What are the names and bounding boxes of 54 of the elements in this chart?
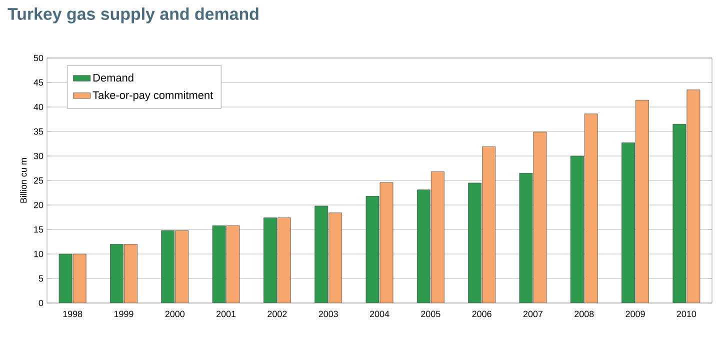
x-tick-label: 2000 [165,310,185,318]
y-tick-label: 50 [34,54,44,62]
x-tick-label: 1998 [63,310,82,318]
bar [110,244,124,303]
bar [672,124,686,303]
bar [533,132,547,303]
bar [380,182,394,303]
bar [161,230,175,303]
y-tick-label: 25 [34,177,44,184]
x-tick-label: 1999 [114,310,134,318]
bar [430,171,444,303]
y-tick-label: 20 [34,202,44,208]
bar [328,212,342,303]
y-tick-label: 35 [34,128,44,135]
bar [686,90,700,303]
x-tick-label: 2007 [523,310,542,318]
bar [175,230,189,303]
y-tick-label: 40 [34,104,44,110]
bar [570,156,584,303]
x-tick-label: 2009 [626,310,645,318]
x-tick-label: 2004 [370,310,390,318]
x-tick-label: 2010 [676,310,696,318]
legend-label: Take-or-pay commitment [92,90,214,102]
y-tick-label: 15 [34,226,44,233]
x-tick-label: 2001 [216,310,236,318]
bar [314,206,328,303]
y-tick-label: 0 [38,300,44,306]
bar [277,218,291,303]
bar [636,100,649,303]
x-tick-label: 2002 [268,310,287,318]
bar [212,225,226,303]
y-tick-label: 45 [34,79,44,86]
bar [124,244,138,303]
chart-title: Turkey gas supply and demand [8,8,258,24]
bar [58,254,72,303]
bar [72,254,86,303]
bar [482,146,496,303]
y-tick-label: 30 [34,152,44,160]
x-tick-label: 2003 [318,310,338,318]
bar [622,142,635,303]
y-axis-title: Billion cu m [20,158,27,203]
bar [366,196,380,303]
bar [519,172,533,303]
bar [468,182,482,303]
bar [584,114,598,303]
x-tick-label: 2005 [421,310,440,318]
bar [416,190,430,303]
y-tick-label: 10 [34,250,44,258]
bar [263,218,277,303]
bar [226,225,240,303]
x-tick-label: 2006 [472,310,492,318]
legend-label: Demand [93,74,134,82]
x-tick-label: 2008 [574,310,594,318]
y-tick-label: 5 [38,275,44,282]
